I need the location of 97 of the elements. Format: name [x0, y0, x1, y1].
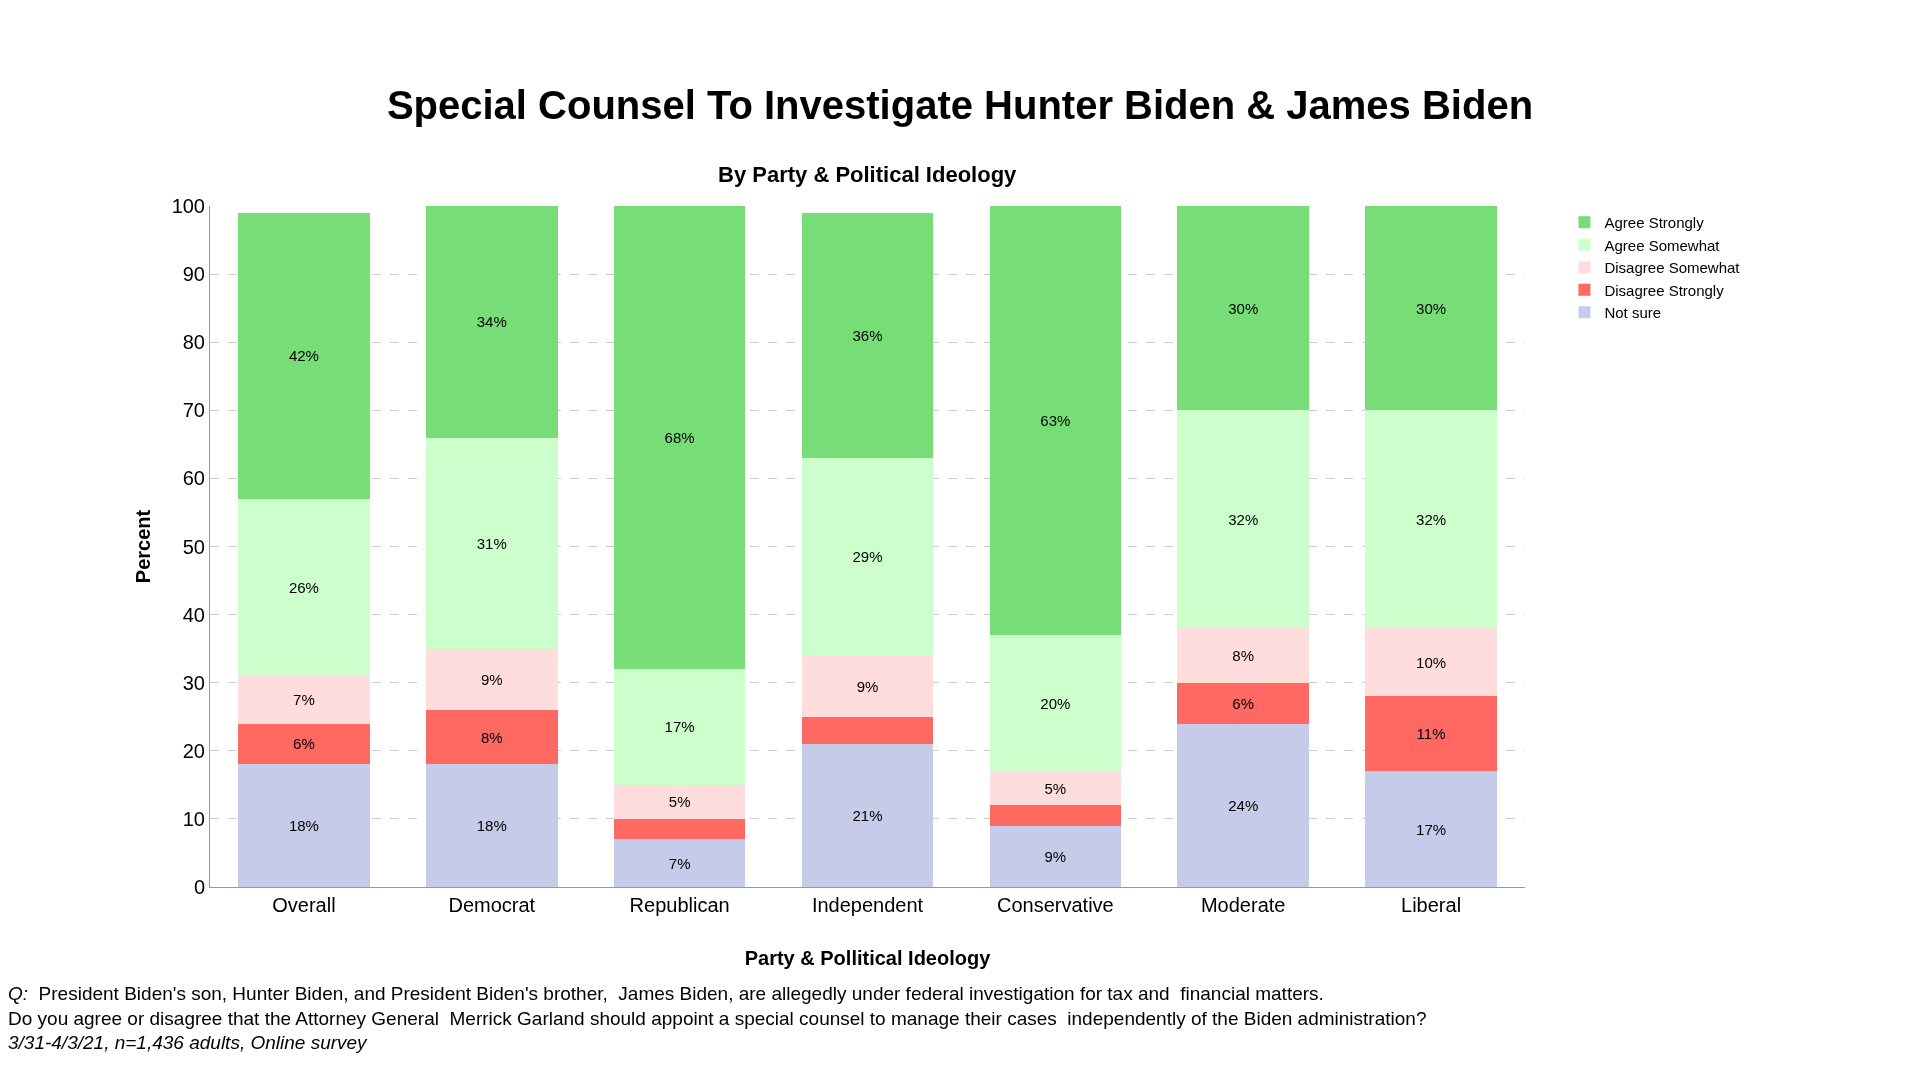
bar [613, 206, 746, 670]
data-label: 68% [664, 429, 695, 447]
data-label: 26% [288, 578, 319, 596]
data-label: 30% [1416, 299, 1447, 317]
x-tick-label: Overall [272, 894, 336, 916]
bar [989, 825, 1122, 887]
bar [426, 648, 558, 710]
data-label: 20% [1040, 694, 1071, 712]
legend-label: Not sure [1604, 304, 1662, 322]
bar [613, 669, 746, 785]
y-tick-label: 20 [182, 739, 205, 762]
x-axis-title: Party & Pollitical Ideology [744, 946, 992, 969]
data-label: 63% [1040, 412, 1071, 430]
text: 3/31-4/3/21, n=1,436 adults, Online survey [8, 1032, 369, 1053]
y-tick-label: 90 [182, 263, 205, 286]
data-label: 9% [480, 670, 503, 688]
bar [1177, 628, 1309, 683]
data-label: 9% [856, 677, 879, 695]
bar [238, 675, 370, 724]
bar [1365, 696, 1497, 772]
chart-title: Special Counsel To Investigate Hunter Biden & James Biden [386, 82, 1534, 127]
y-tick-label: 0 [193, 876, 205, 898]
data-label: 18% [288, 817, 319, 835]
data-label: 29% [852, 548, 883, 566]
bar [989, 771, 1122, 806]
bar [426, 206, 558, 438]
bar [1177, 682, 1309, 724]
y-tick-label: 100 [171, 195, 205, 217]
bar [1365, 206, 1497, 411]
data-label: 32% [1416, 510, 1447, 528]
legend-label: Disagree Strongly [1604, 281, 1725, 299]
y-axis-title: Percent [132, 509, 155, 584]
bar [1177, 206, 1309, 411]
x-tick-label: Republican [629, 894, 730, 916]
data-label: 8% [480, 728, 503, 746]
data-label: 17% [664, 718, 695, 736]
data-label: 18% [476, 817, 507, 835]
y-tick-label: 30 [182, 671, 205, 694]
data-label: 21% [852, 806, 883, 824]
bar [238, 498, 370, 676]
data-label: 6% [293, 735, 315, 753]
data-label: 32% [1228, 510, 1259, 528]
bar [238, 764, 370, 887]
bar [801, 212, 934, 458]
bar [1365, 410, 1497, 629]
text: Q: President Biden's son, Hunter Biden, and President Biden's brother, James Biden, are allegedly under federal investigation for tax and financial matters. [8, 983, 1324, 1004]
bar [989, 635, 1122, 772]
legend-label: Agree Strongly [1604, 214, 1705, 232]
text: Do you agree or disagree that the Attorney General Merrick Garland should appoint a special counsel to manage their cases independently of the Biden administration? [8, 1008, 1427, 1029]
data-label: 30% [1228, 299, 1259, 317]
data-label: 17% [1416, 820, 1447, 838]
data-label: 36% [852, 326, 883, 344]
data-label: 31% [476, 534, 507, 552]
data-label: 9% [1044, 847, 1067, 865]
bar [801, 457, 934, 656]
bar [238, 723, 370, 765]
chart-subtitle: By Party & Political Ideology [718, 162, 1018, 187]
data-label: 7% [293, 691, 315, 709]
data-label: 11% [1416, 725, 1446, 743]
bar [426, 709, 558, 765]
bar [801, 716, 934, 744]
x-tick-label: Independent [811, 894, 924, 916]
bar [989, 206, 1122, 636]
x-tick-label: Conservative [997, 894, 1114, 916]
data-label: 5% [1044, 779, 1067, 797]
bar [989, 805, 1122, 826]
x-tick-label: Moderate [1200, 894, 1286, 916]
bar [1177, 410, 1309, 629]
bar [426, 437, 558, 649]
data-label: 10% [1416, 653, 1447, 671]
y-tick-label: 40 [182, 603, 205, 626]
y-tick-label: 50 [182, 535, 205, 558]
bar [1365, 771, 1497, 887]
bar [238, 212, 370, 499]
data-label: 24% [1228, 796, 1259, 814]
legend-label: Disagree Somewhat [1604, 259, 1741, 277]
y-tick-label: 60 [182, 467, 205, 490]
bar [1365, 628, 1497, 697]
data-label: 34% [476, 313, 507, 331]
legend-label: Agree Somewhat [1604, 236, 1721, 254]
bar [1177, 723, 1309, 887]
bar [426, 764, 558, 887]
y-tick-label: 80 [182, 331, 205, 354]
data-label: 42% [288, 347, 319, 365]
data-label: 5% [668, 793, 691, 811]
x-tick-label: Democrat [448, 894, 536, 916]
bar [801, 743, 934, 887]
y-tick-label: 70 [182, 399, 205, 422]
bar [613, 784, 746, 819]
bar [613, 818, 746, 840]
bar [613, 839, 746, 887]
data-label: 6% [1232, 694, 1255, 712]
y-tick-label: 10 [182, 807, 205, 830]
data-label: 8% [1232, 646, 1255, 664]
bar [801, 655, 934, 717]
data-label: 7% [668, 854, 691, 872]
x-tick-label: Liberal [1401, 894, 1462, 916]
